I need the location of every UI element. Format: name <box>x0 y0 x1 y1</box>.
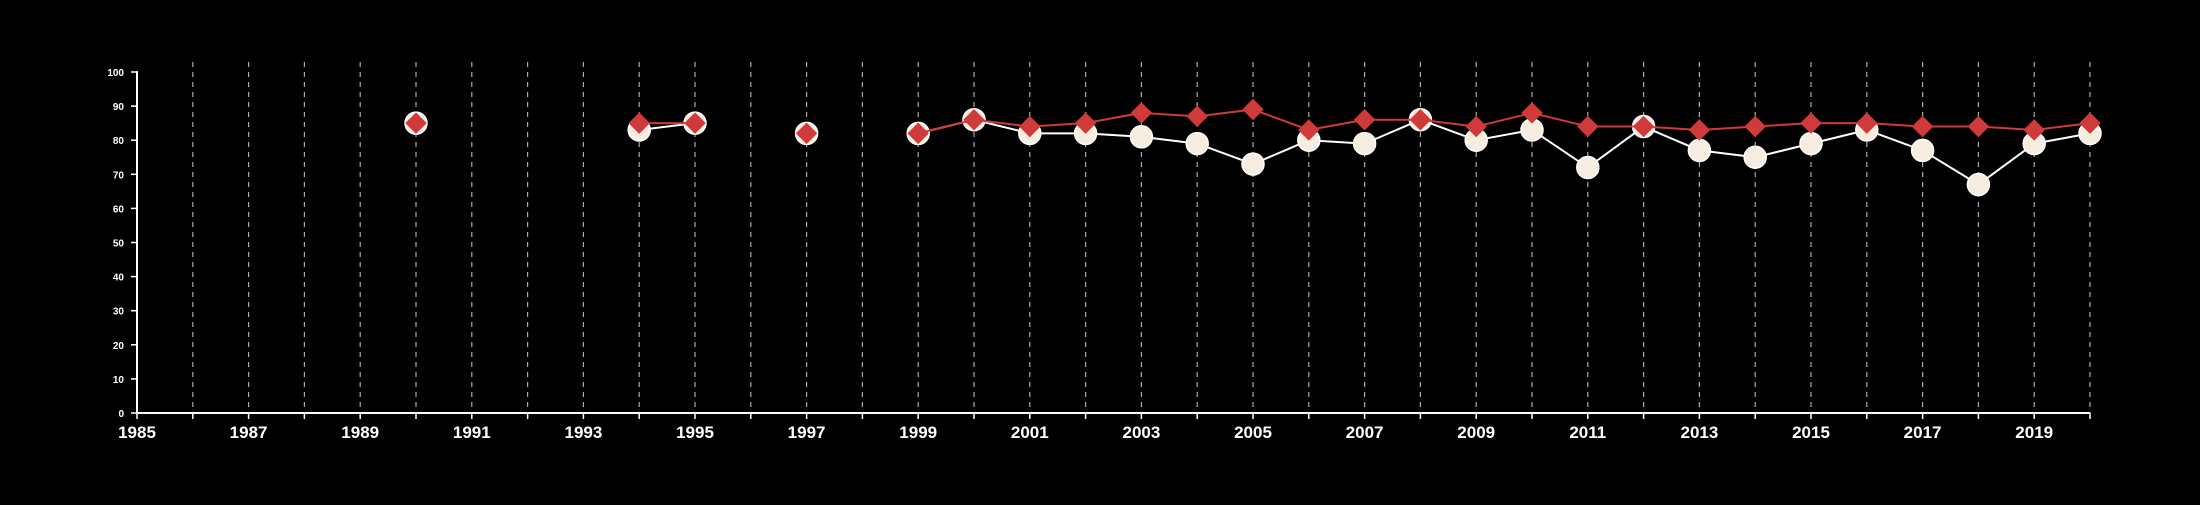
series-2 <box>405 98 2101 145</box>
x-tick-label: 1999 <box>899 423 937 442</box>
y-tick-label: 90 <box>113 102 125 113</box>
diamond-marker <box>1019 115 1041 138</box>
circle-marker <box>1241 152 1265 176</box>
y-tick-label: 30 <box>113 307 125 318</box>
diamond-marker <box>1744 115 1766 138</box>
y-tick-label: 40 <box>113 273 125 284</box>
x-tick-label: 2019 <box>2015 423 2053 442</box>
diamond-marker <box>1688 119 1711 141</box>
series-line-segment <box>1252 108 1310 131</box>
diamond-marker <box>795 122 818 145</box>
circle-marker <box>1687 138 1712 163</box>
diamond-marker <box>1465 115 1487 138</box>
series-line-segment <box>1085 111 1142 125</box>
x-tick-label: 2011 <box>1569 423 1606 442</box>
diamond-marker <box>1800 112 1822 134</box>
x-tick-label: 2001 <box>1011 423 1049 442</box>
diamond-marker <box>2079 112 2101 134</box>
series-line-segment <box>1475 111 1533 128</box>
diamond-marker <box>1186 105 1208 128</box>
circle-marker <box>1799 131 1823 156</box>
circle-marker <box>1576 155 1600 180</box>
x-tick-label: 2003 <box>1122 423 1160 442</box>
diamond-marker <box>1353 109 1376 131</box>
x-tick-label: 1987 <box>230 423 268 442</box>
diamond-marker <box>1130 102 1153 124</box>
x-tick-label: 2015 <box>1792 423 1830 442</box>
x-tick-label: 1985 <box>118 423 156 442</box>
circle-marker <box>1352 131 1377 156</box>
y-tick-label: 100 <box>107 68 124 79</box>
series <box>404 98 2102 197</box>
circle-marker <box>1129 125 1154 149</box>
diamond-marker <box>1911 115 1934 138</box>
axes: 0 10 20 30 40 50 60 70 80 90 100 1985 1987 1989 1991 19… <box>107 68 2091 442</box>
series-line-segment <box>1531 111 1589 128</box>
y-tick-label: 10 <box>113 375 125 386</box>
diamond-marker <box>963 109 985 131</box>
diamond-marker <box>405 112 427 134</box>
diamond-marker <box>1074 112 1097 134</box>
x-tick-label: 1997 <box>788 423 826 442</box>
diamond-marker <box>1856 112 1878 134</box>
x-tick-label: 2013 <box>1680 423 1718 442</box>
y-tick-label: 0 <box>118 409 124 420</box>
series-line-segment <box>917 118 975 135</box>
x-tick-label: 2009 <box>1457 423 1495 442</box>
y-tick-label: 60 <box>113 204 125 215</box>
circle-marker <box>1743 145 1767 169</box>
x-tick-label: 2007 <box>1346 423 1384 442</box>
y-tick-label: 50 <box>113 239 125 250</box>
y-tick-label: 80 <box>113 136 125 147</box>
diamond-marker <box>684 112 706 134</box>
x-tick-label: 1995 <box>676 423 714 442</box>
diamond-marker <box>1577 115 1599 138</box>
x-tick-label: 2017 <box>1904 423 1942 442</box>
x-tick-label: 1993 <box>564 423 602 442</box>
diamond-marker <box>1242 98 1264 121</box>
diamond-marker <box>1298 119 1320 141</box>
grid-lines <box>192 62 2091 413</box>
y-tick-label: 70 <box>113 170 125 181</box>
diamond-marker <box>1521 102 1543 124</box>
diamond-marker <box>628 112 650 134</box>
series-line-segment <box>1308 118 1365 131</box>
circle-marker <box>1966 172 1991 197</box>
x-tick-label: 1991 <box>453 423 491 442</box>
x-tick-label: 1989 <box>341 423 379 442</box>
diamond-marker <box>1409 109 1432 131</box>
circle-marker <box>1185 131 1209 156</box>
diamond-marker <box>2023 119 2045 141</box>
diamond-marker <box>1967 115 1990 138</box>
circle-marker <box>1910 138 1935 163</box>
diamond-marker <box>1632 115 1655 138</box>
x-tick-label: 2005 <box>1234 423 1272 442</box>
diamond-marker <box>907 122 929 145</box>
y-tick-label: 20 <box>113 341 125 352</box>
